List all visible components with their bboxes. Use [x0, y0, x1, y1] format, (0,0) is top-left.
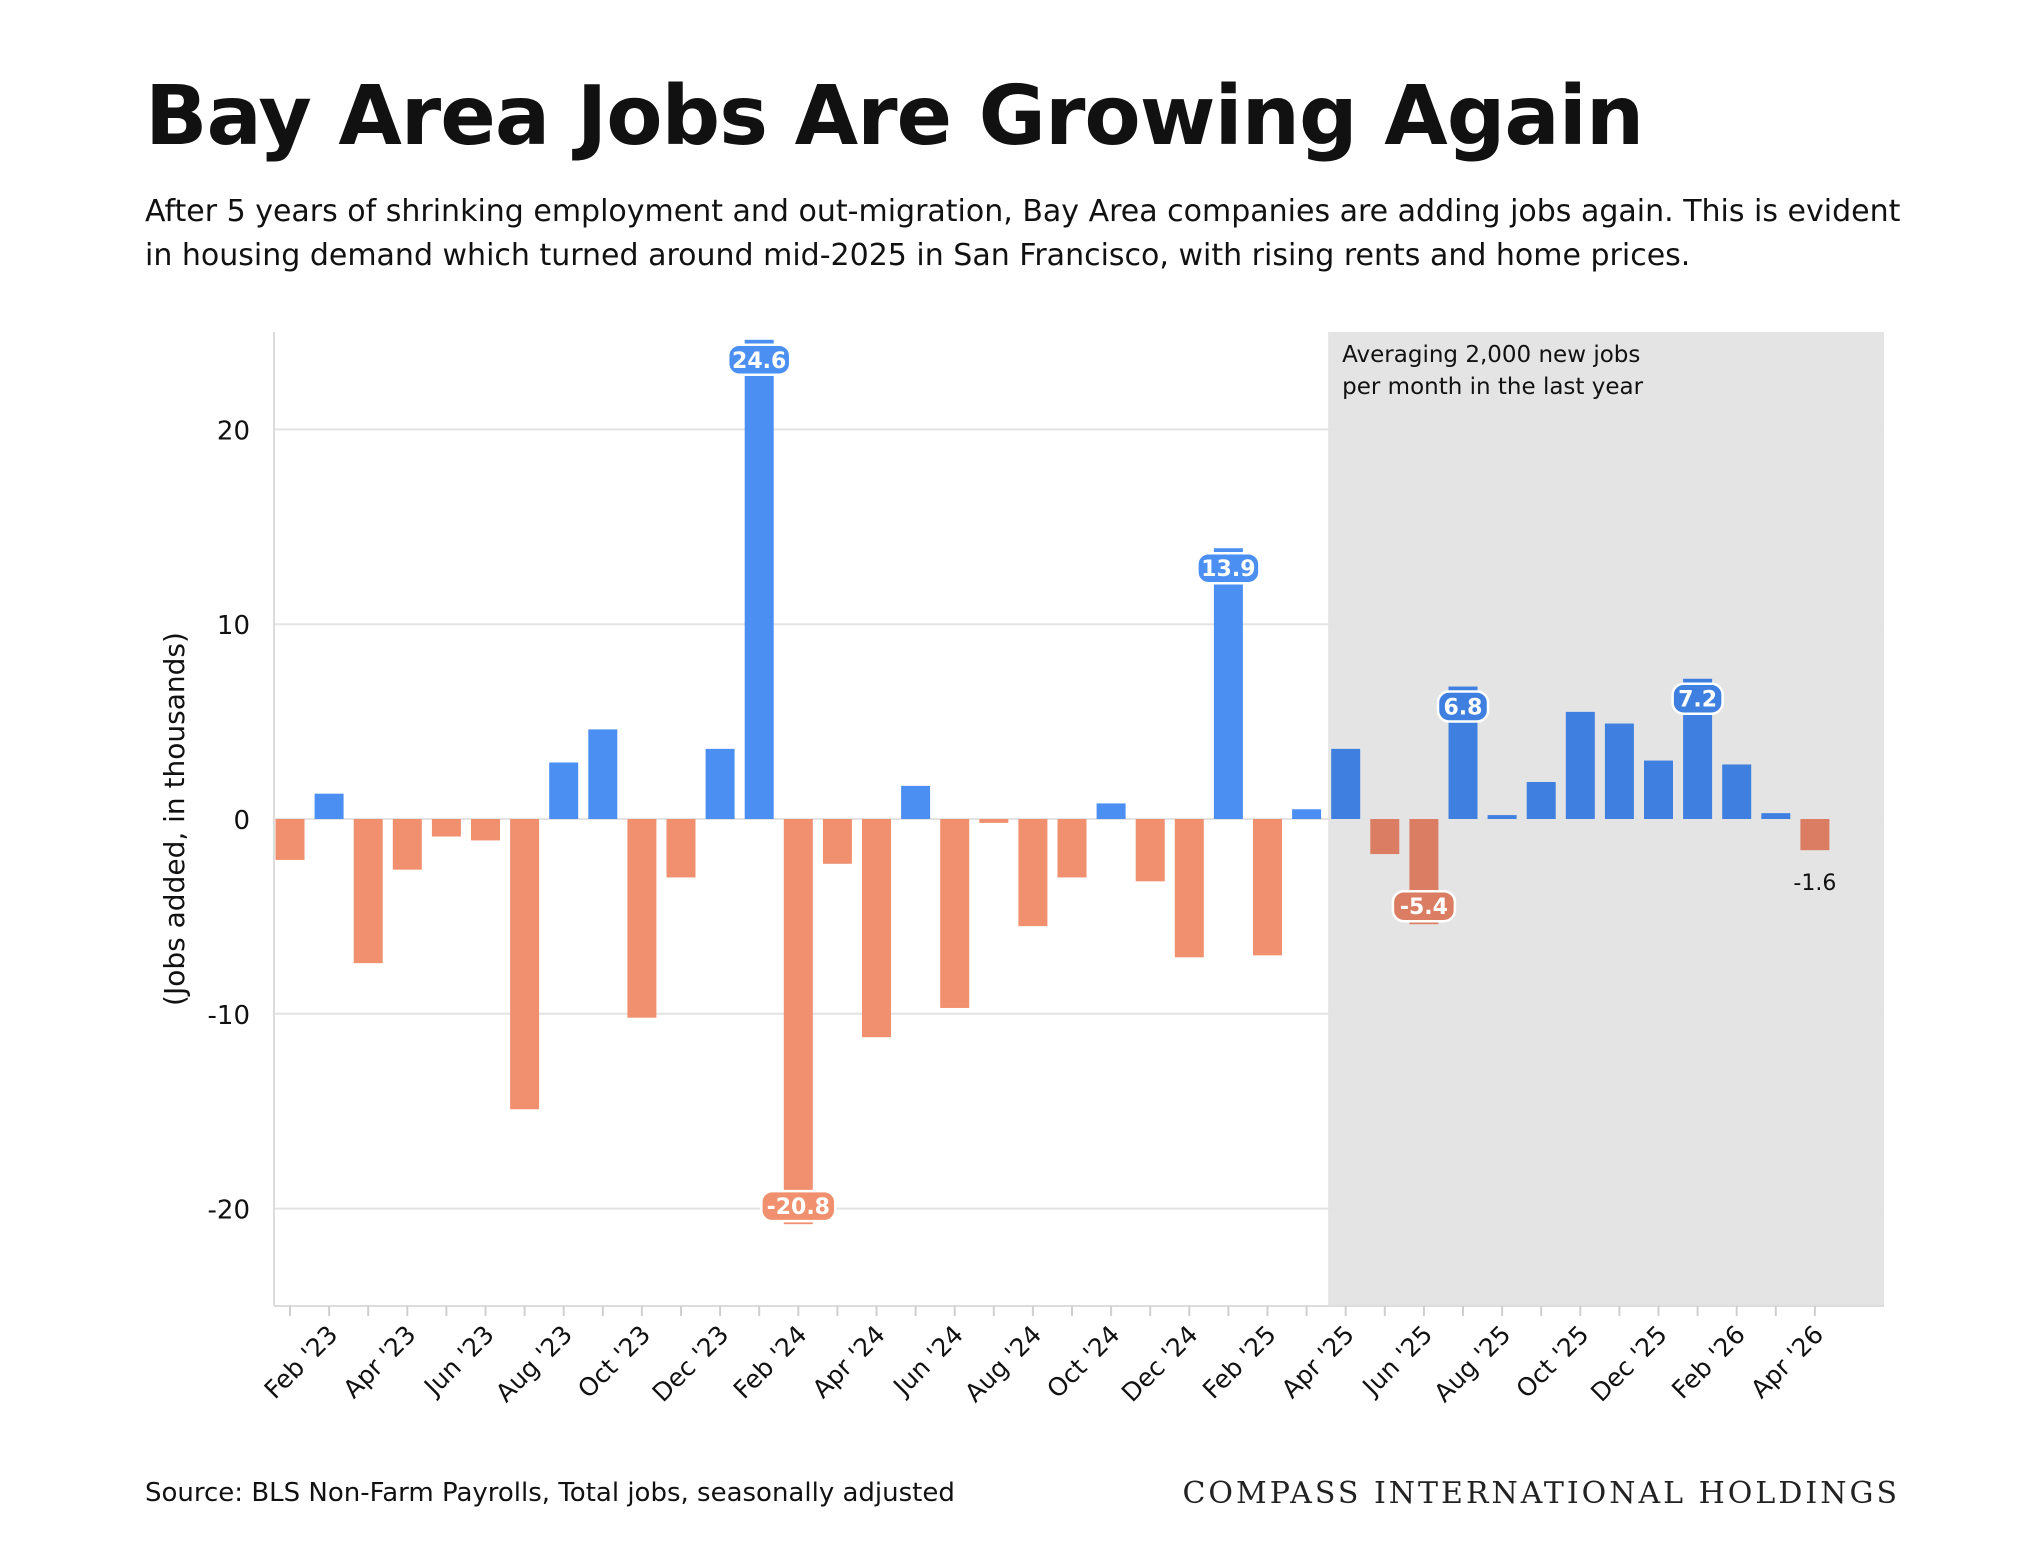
x-tick-label: Dec '23 [647, 1320, 735, 1408]
x-tick-label: Dec '24 [1116, 1320, 1204, 1408]
x-tick-label: Jun '23 [417, 1320, 500, 1403]
x-tick-label: Dec '25 [1585, 1320, 1673, 1408]
bar [1722, 764, 1752, 819]
bar [1253, 819, 1282, 956]
data-label-box [1196, 551, 1261, 585]
bar [510, 819, 540, 1110]
bar [901, 785, 931, 819]
data-label-box [1671, 682, 1724, 715]
x-tick-label: Apr '24 [807, 1320, 891, 1404]
chart-subtitle: After 5 years of shrinking employment an… [145, 194, 1901, 273]
x-tick-label: Jun '25 [1356, 1320, 1439, 1403]
brand-logo-text: COMPASS INTERNATIONAL HOLDINGS [1182, 1476, 1900, 1511]
bar [744, 339, 774, 819]
bar [471, 819, 500, 841]
x-tick-label: Feb '25 [1197, 1320, 1282, 1405]
data-label: 6.8 [1444, 696, 1483, 721]
x-tick-label: Apr '25 [1276, 1320, 1360, 1404]
data-label-box [760, 1189, 837, 1223]
y-tick-label: -10 [208, 1001, 250, 1031]
x-tick-label: Apr '26 [1745, 1320, 1829, 1404]
bar [1487, 815, 1517, 819]
bar [1213, 548, 1243, 819]
x-tick-label: Apr '23 [337, 1320, 421, 1404]
y-tick-label: -20 [208, 1196, 250, 1226]
x-tick-label: Oct '25 [1510, 1320, 1594, 1404]
x-tick-label: Feb '24 [728, 1320, 813, 1405]
shaded-region-annotation: per month in the last year [1342, 374, 1643, 400]
data-label-box [1436, 690, 1490, 723]
bar [275, 819, 305, 860]
bar [627, 819, 657, 1018]
bar [392, 819, 422, 870]
bar [1800, 819, 1830, 851]
bar [1018, 819, 1048, 927]
bar [1057, 819, 1087, 878]
bar [666, 819, 696, 878]
data-label: -1.6 [1793, 871, 1836, 896]
bar [822, 819, 852, 864]
x-tick-label: Aug '23 [490, 1320, 578, 1408]
data-label-box [726, 343, 792, 377]
y-axis-label: (Jobs added, in thousands) [158, 632, 191, 1006]
bar [1370, 819, 1400, 855]
bar [1526, 781, 1556, 819]
y-tick-label: 10 [217, 611, 250, 641]
x-tick-label: Aug '25 [1428, 1320, 1516, 1408]
x-tick-label: Oct '24 [1041, 1320, 1125, 1404]
shaded-region-annotation: Averaging 2,000 new jobs [1342, 342, 1640, 368]
y-tick-label: 0 [233, 806, 250, 836]
bar [1135, 819, 1165, 882]
bar [1604, 723, 1634, 819]
data-label-box [1391, 889, 1457, 923]
bar [862, 819, 891, 1038]
bar [431, 819, 461, 837]
bar-chart: -20 -10 0 10 20 (Jobs added, in thousands) Feb… [158, 332, 1884, 1408]
data-label: -20.8 [767, 1195, 830, 1220]
y-tick-label: 20 [217, 416, 250, 446]
data-label: 13.9 [1201, 557, 1255, 582]
bar [1174, 819, 1204, 958]
bar [353, 819, 383, 964]
chart-title: Bay Area Jobs Are Growing Again [145, 69, 1644, 164]
bar [1565, 711, 1595, 819]
bar [1331, 748, 1361, 819]
bar [1096, 803, 1126, 819]
x-tick-label: Feb '23 [259, 1320, 344, 1405]
data-label: 7.2 [1678, 688, 1717, 713]
bar [940, 819, 970, 1008]
bar [1644, 760, 1673, 819]
source-note: Source: BLS Non-Farm Payrolls, Total job… [145, 1478, 955, 1508]
data-label: 24.6 [732, 349, 786, 374]
bar [1292, 809, 1322, 819]
data-label: -5.4 [1400, 895, 1448, 920]
x-tick-label: Oct '23 [572, 1320, 656, 1404]
bar [314, 793, 344, 819]
x-tick-label: Jun '24 [886, 1320, 969, 1403]
bar [979, 819, 1009, 823]
bar [1761, 813, 1791, 819]
bar [783, 819, 813, 1225]
x-tick-label: Feb '26 [1666, 1320, 1751, 1405]
bar [588, 729, 618, 819]
bar [705, 748, 735, 819]
bar [549, 762, 579, 819]
x-tick-label: Aug '24 [959, 1320, 1047, 1408]
